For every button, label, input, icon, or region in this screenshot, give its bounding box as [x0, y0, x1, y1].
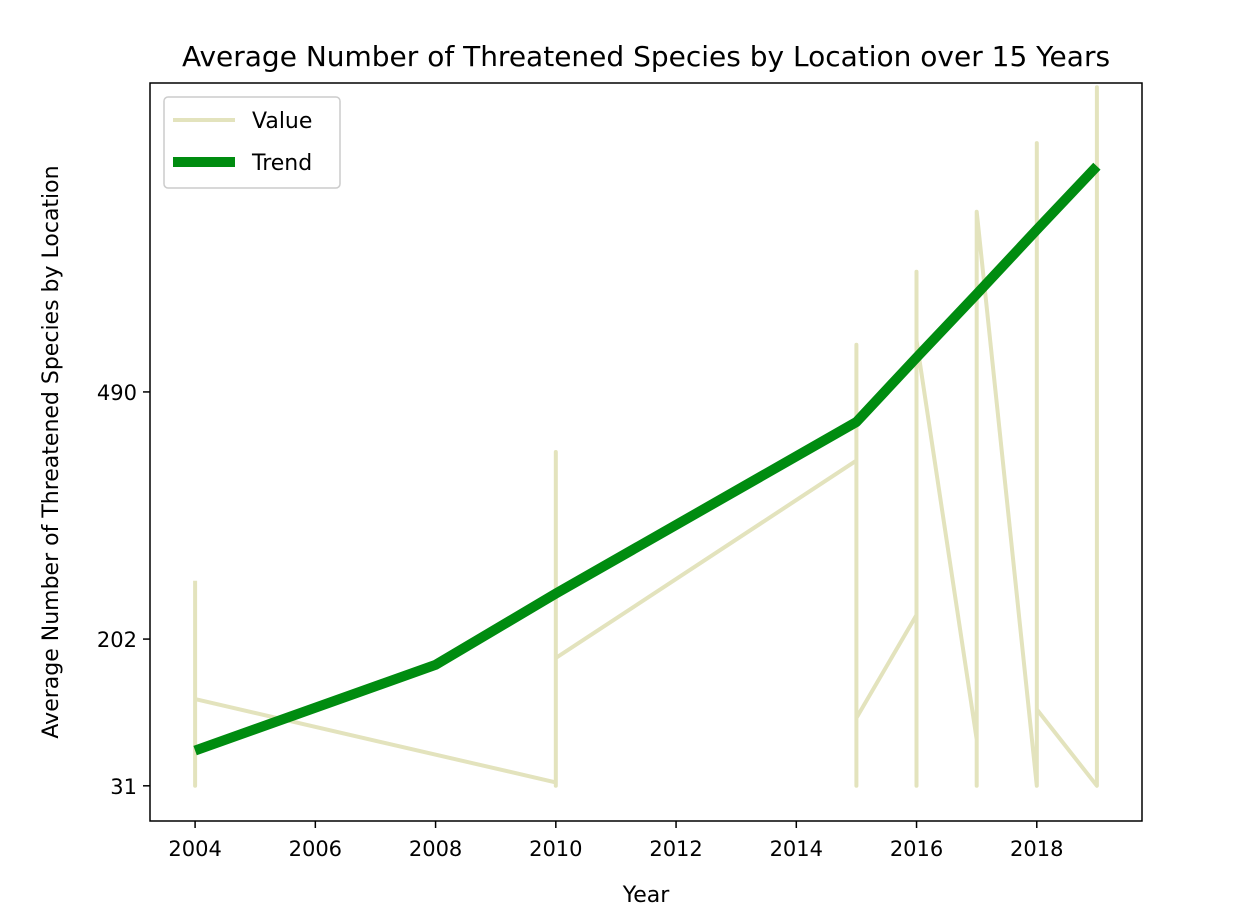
y-tick-label: 31	[110, 775, 137, 799]
series-line-value	[193, 85, 1099, 788]
legend: Value Trend	[163, 96, 341, 189]
x-tick-label: 2018	[1010, 837, 1063, 861]
x-axis-label: Year	[622, 883, 671, 908]
y-axis: 31 202 490	[97, 381, 150, 799]
legend-label-value: Value	[252, 109, 312, 134]
y-axis-label: Average Number of Threatened Species by …	[39, 165, 64, 738]
plot-frame	[149, 82, 1143, 822]
legend-label-trend: Trend	[251, 151, 312, 176]
y-tick-label: 202	[97, 628, 137, 652]
x-tick-label: 2010	[529, 837, 582, 861]
x-tick-label: 2016	[890, 837, 943, 861]
plot-lines	[193, 85, 1101, 788]
x-tick-label: 2008	[409, 837, 462, 861]
x-axis: 2004 2006 2008 2010 2012 2014 2016 2018	[168, 821, 1064, 861]
chart-title: Average Number of Threatened Species by …	[182, 40, 1110, 73]
series-line-trend	[193, 162, 1101, 756]
x-tick-label: 2006	[289, 837, 342, 861]
x-tick-label: 2012	[649, 837, 702, 861]
y-tick-label: 490	[97, 381, 137, 405]
x-tick-label: 2014	[770, 837, 823, 861]
x-tick-label: 2004	[168, 837, 221, 861]
